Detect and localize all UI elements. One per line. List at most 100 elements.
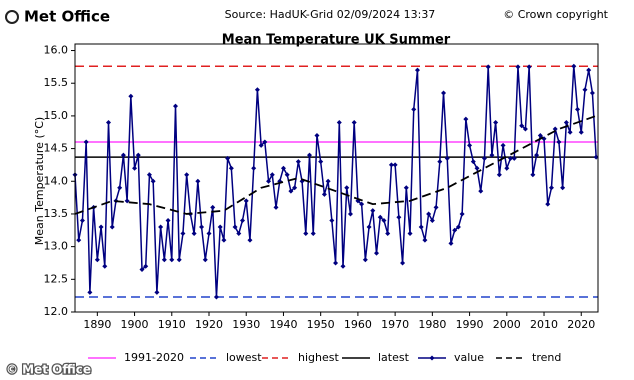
marker (124, 198, 130, 204)
marker (173, 103, 179, 109)
marker (463, 116, 469, 122)
marker (582, 87, 588, 93)
marker (560, 185, 566, 191)
x-tick-label: 1950 (307, 318, 335, 331)
marker (169, 257, 175, 263)
logo-icon (5, 10, 19, 24)
marker (135, 152, 141, 158)
marker (351, 119, 357, 125)
marker (199, 224, 205, 230)
marker (519, 123, 525, 129)
marker (98, 224, 104, 230)
marker (578, 129, 584, 135)
marker (307, 152, 313, 158)
marker (589, 90, 595, 96)
marker (452, 227, 458, 233)
marker (508, 155, 514, 161)
marker (422, 237, 428, 243)
x-tick-label: 1940 (269, 318, 297, 331)
x-tick-label: 2010 (530, 318, 558, 331)
plot-frame (74, 43, 599, 313)
marker (191, 231, 197, 237)
y-tick-label: 16.0 (44, 44, 69, 57)
marker (429, 217, 435, 223)
marker (366, 224, 372, 230)
legend-label: value (454, 351, 484, 364)
x-tick-label: 2000 (493, 318, 521, 331)
marker (284, 172, 290, 178)
x-tick-label: 1960 (344, 318, 372, 331)
marker (251, 165, 257, 171)
marker (563, 119, 569, 125)
marker (385, 231, 391, 237)
marker (329, 217, 335, 223)
marker (83, 139, 89, 145)
marker (333, 260, 339, 266)
marker (117, 185, 123, 191)
marker (228, 165, 234, 171)
marker (210, 204, 216, 210)
marker (586, 67, 592, 73)
marker (455, 224, 461, 230)
marker (362, 257, 368, 263)
x-tick-label: 1890 (83, 318, 111, 331)
marker (258, 142, 264, 148)
x-tick-label: 1990 (456, 318, 484, 331)
y-tick-label: 14.5 (44, 142, 69, 155)
y-axis-label: Mean Temperature (°C) (33, 117, 46, 245)
marker (102, 263, 108, 269)
y-tick-label: 15.5 (44, 76, 69, 89)
logo-text: Met Office (24, 8, 110, 26)
marker (273, 204, 279, 210)
x-tick-label: 1930 (232, 318, 260, 331)
marker (418, 224, 424, 230)
marker (254, 87, 260, 93)
marker (526, 64, 532, 70)
marker (321, 191, 327, 197)
marker (318, 159, 324, 165)
marker (161, 257, 167, 263)
marker (407, 231, 413, 237)
y-tick-label: 12.0 (44, 305, 69, 318)
y-tick-label: 12.5 (44, 272, 69, 285)
marker (552, 126, 558, 132)
marker (280, 165, 286, 171)
marker (493, 119, 499, 125)
y-tick-label: 13.0 (44, 240, 69, 253)
y-tick-label: 14.0 (44, 174, 69, 187)
marker (571, 63, 577, 69)
marker (154, 289, 160, 295)
marker (87, 289, 93, 295)
marker (474, 165, 480, 171)
marker (388, 162, 394, 168)
marker (414, 67, 420, 73)
marker (132, 165, 138, 171)
legend-marker (429, 355, 435, 361)
x-tick-label: 2020 (567, 318, 595, 331)
marker (448, 240, 454, 246)
marker (522, 126, 528, 132)
marker (106, 119, 112, 125)
marker (247, 237, 253, 243)
marker (303, 231, 309, 237)
marker (310, 231, 316, 237)
marker (109, 224, 115, 230)
marker (485, 64, 491, 70)
marker (437, 159, 443, 165)
marker (511, 155, 517, 161)
marker (206, 231, 212, 237)
legend-label: highest (298, 351, 339, 364)
legend-label: latest (378, 351, 410, 364)
marker (403, 185, 409, 191)
marker (433, 204, 439, 210)
marker (504, 165, 510, 171)
marker (232, 224, 238, 230)
marker (288, 188, 294, 194)
marker (537, 133, 543, 139)
marker (146, 172, 152, 178)
marker (262, 139, 268, 145)
marker (240, 217, 246, 223)
marker (243, 198, 249, 204)
x-tick-label: 1970 (381, 318, 409, 331)
marker (515, 64, 521, 70)
